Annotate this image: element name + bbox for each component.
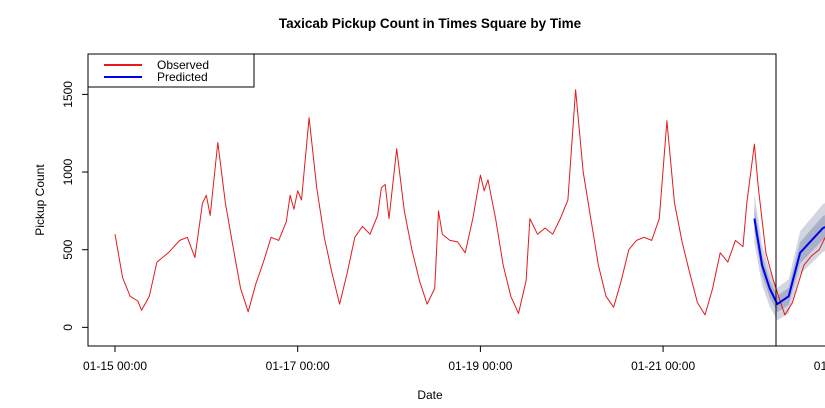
y-tick-label: 1000 (61, 158, 75, 185)
x-axis-label: Date (417, 388, 443, 402)
series-lines (114, 89, 825, 316)
chart-title: Taxicab Pickup Count in Times Square by … (279, 16, 582, 31)
y-tick-label: 1500 (61, 81, 75, 108)
legend: Observed Predicted (87, 53, 255, 88)
x-tick-label: 01-23 00:00 (814, 359, 825, 373)
series-line-observed (114, 89, 825, 316)
x-axis: 01-15 00:00 01-17 00:00 01-19 00:00 01-21 0… (83, 345, 825, 373)
y-tick-label: 0 (61, 324, 75, 331)
x-tick-label: 01-15 00:00 (83, 359, 147, 373)
prediction-band-inner (754, 206, 825, 313)
x-tick-label: 01-17 00:00 (266, 359, 330, 373)
y-axis: 0 500 1000 1500 (61, 81, 89, 331)
plot-frame (87, 53, 777, 347)
x-tick-label: 01-21 00:00 (631, 359, 695, 373)
legend-box (87, 53, 255, 88)
legend-label-observed: Observed (157, 58, 209, 72)
prediction-interval-bands (754, 193, 825, 321)
y-tick-label: 500 (61, 239, 75, 259)
legend-label-predicted: Predicted (157, 70, 208, 84)
x-tick-label: 01-19 00:00 (448, 359, 512, 373)
y-axis-label: Pickup Count (33, 164, 47, 236)
